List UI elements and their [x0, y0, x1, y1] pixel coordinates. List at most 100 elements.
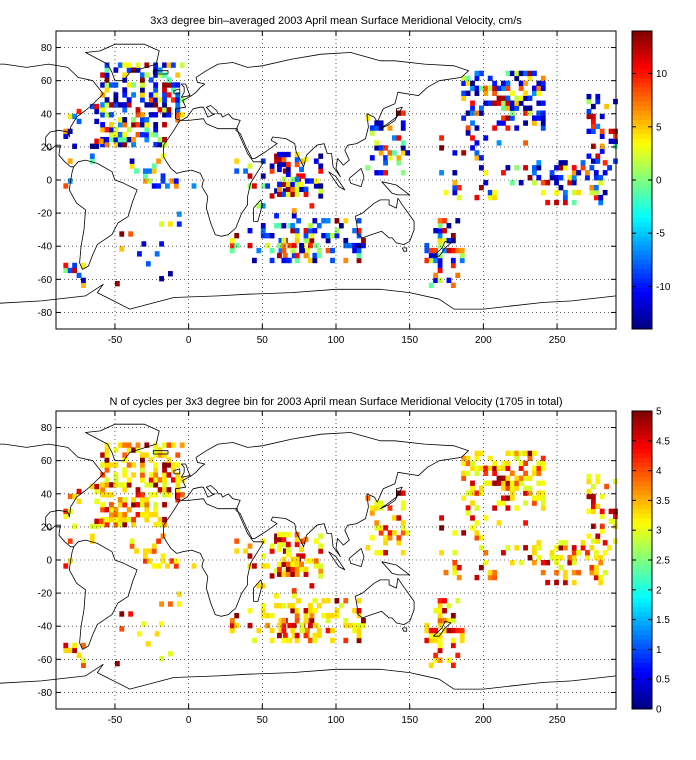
velocity-bin-cell [589, 165, 595, 171]
velocity-bin-cell [505, 125, 511, 131]
velocity-bin-cell [465, 125, 471, 131]
velocity-bin-cell [392, 135, 397, 141]
cycles-bin-cell [300, 553, 306, 559]
cycles-bin-cell [282, 632, 288, 639]
cycles-colorbar-step [632, 583, 652, 589]
cycles-bin-cell [179, 477, 185, 483]
velocity-bin-cell [383, 160, 388, 166]
cycles-colorbar-step [632, 438, 652, 445]
cycles-bin-cell [523, 485, 528, 491]
velocity-bin-cell [428, 282, 434, 289]
velocity-bin-cell [383, 170, 388, 176]
velocity-bin-cell [586, 113, 592, 120]
cycles-bin-cell [281, 637, 287, 644]
cycles-bin-cell [153, 502, 159, 508]
velocity-bin-cell [456, 194, 462, 201]
cycles-bin-cell [166, 442, 172, 448]
velocity-bin-cell [540, 110, 546, 116]
velocity-bin-cell [387, 150, 393, 156]
cycles-bin-cell [313, 563, 319, 569]
cycles-y-tick-label: -20 [38, 589, 53, 600]
velocity-bin-cell [437, 242, 443, 249]
cycles-bin-cell [442, 627, 447, 634]
velocity-bin-cell [67, 113, 73, 120]
velocity-bin-cell [294, 237, 300, 244]
cycles-y-tick-label: -40 [38, 622, 53, 633]
cycles-colorbar-step [632, 466, 652, 473]
cycles-bin-cell [325, 612, 331, 619]
cycles-bin-cell [483, 515, 489, 521]
cycles-bin-cell [260, 608, 266, 614]
cycles-bin-cell [325, 598, 331, 604]
velocity-bin-cell [396, 135, 402, 141]
velocity-bin-cell [234, 168, 240, 174]
velocity-colorbar-step [632, 291, 652, 297]
velocity-bin-cell [234, 242, 240, 249]
cycles-bin-cell [122, 482, 128, 488]
cycles-bin-cell [549, 555, 555, 561]
cycles-bin-cell [94, 523, 100, 529]
cycles-bin-cell [325, 627, 331, 634]
velocity-bin-cell [119, 231, 125, 237]
velocity-bin-cell [450, 257, 456, 264]
velocity-bin-cell [117, 141, 123, 148]
cycles-bin-cell [308, 603, 313, 609]
velocity-bin-cell [378, 170, 384, 176]
cycles-coastline [163, 498, 265, 617]
velocity-bin-cell [455, 247, 461, 254]
velocity-bin-cell [137, 251, 142, 257]
cycles-bin-cell [153, 467, 159, 473]
cycles-bin-cell [505, 545, 511, 551]
cycles-bin-cell [540, 455, 546, 462]
cycles-bin-cell [536, 545, 542, 551]
cycles-bin-cell [590, 498, 596, 505]
cycles-bin-cell [117, 497, 123, 503]
velocity-bin-cell [113, 67, 119, 73]
velocity-x-tick-label: 50 [257, 335, 269, 346]
velocity-bin-cell [281, 223, 287, 229]
cycles-bin-cell [269, 548, 275, 554]
velocity-bin-cell [305, 178, 310, 184]
cycles-bin-cell [437, 657, 443, 664]
cycles-bin-cell [153, 511, 159, 518]
velocity-bin-cell [309, 237, 315, 244]
velocity-bin-cell [294, 232, 300, 239]
velocity-bin-cell [554, 180, 559, 186]
velocity-bin-cell [135, 122, 141, 128]
velocity-bin-cell [523, 165, 528, 171]
cycles-bin-cell [501, 465, 506, 471]
velocity-bin-cell [334, 232, 340, 239]
cycles-bin-cell [179, 492, 185, 498]
cycles-bin-cell [303, 632, 309, 639]
cycles-bin-cell [274, 603, 279, 609]
velocity-bin-cell [109, 136, 114, 143]
velocity-coastline [0, 283, 617, 310]
velocity-bin-cell [260, 158, 266, 164]
velocity-bin-cell [294, 186, 300, 192]
cycles-bin-cell [509, 480, 515, 486]
velocity-bin-cell [126, 82, 132, 88]
velocity-bin-cell [140, 87, 145, 93]
cycles-bin-cell [119, 611, 125, 617]
velocity-bin-cell [94, 138, 100, 144]
velocity-bin-cell [104, 87, 110, 93]
cycles-bin-cell [470, 480, 475, 486]
cycles-bin-cell [598, 560, 604, 566]
cycles-bin-cell [126, 462, 132, 468]
velocity-bin-cell [140, 72, 145, 78]
velocity-bin-cell [509, 90, 515, 96]
velocity-bin-cell [144, 62, 150, 68]
velocity-bin-cell [144, 102, 150, 108]
cycles-bin-cell [166, 457, 172, 463]
cycles-bin-cell [303, 571, 309, 577]
velocity-bin-cell [277, 252, 282, 259]
velocity-bin-cell [140, 92, 145, 98]
velocity-bin-cell [608, 138, 614, 144]
cycles-bin-cell [514, 450, 520, 457]
cycles-bin-cell [159, 601, 164, 607]
velocity-bin-cell [387, 155, 393, 161]
cycles-bin-cell [305, 627, 310, 634]
cycles-colorbar-step [632, 657, 652, 663]
cycles-bin-cell [144, 502, 150, 508]
cycles-bin-cell [437, 617, 443, 624]
